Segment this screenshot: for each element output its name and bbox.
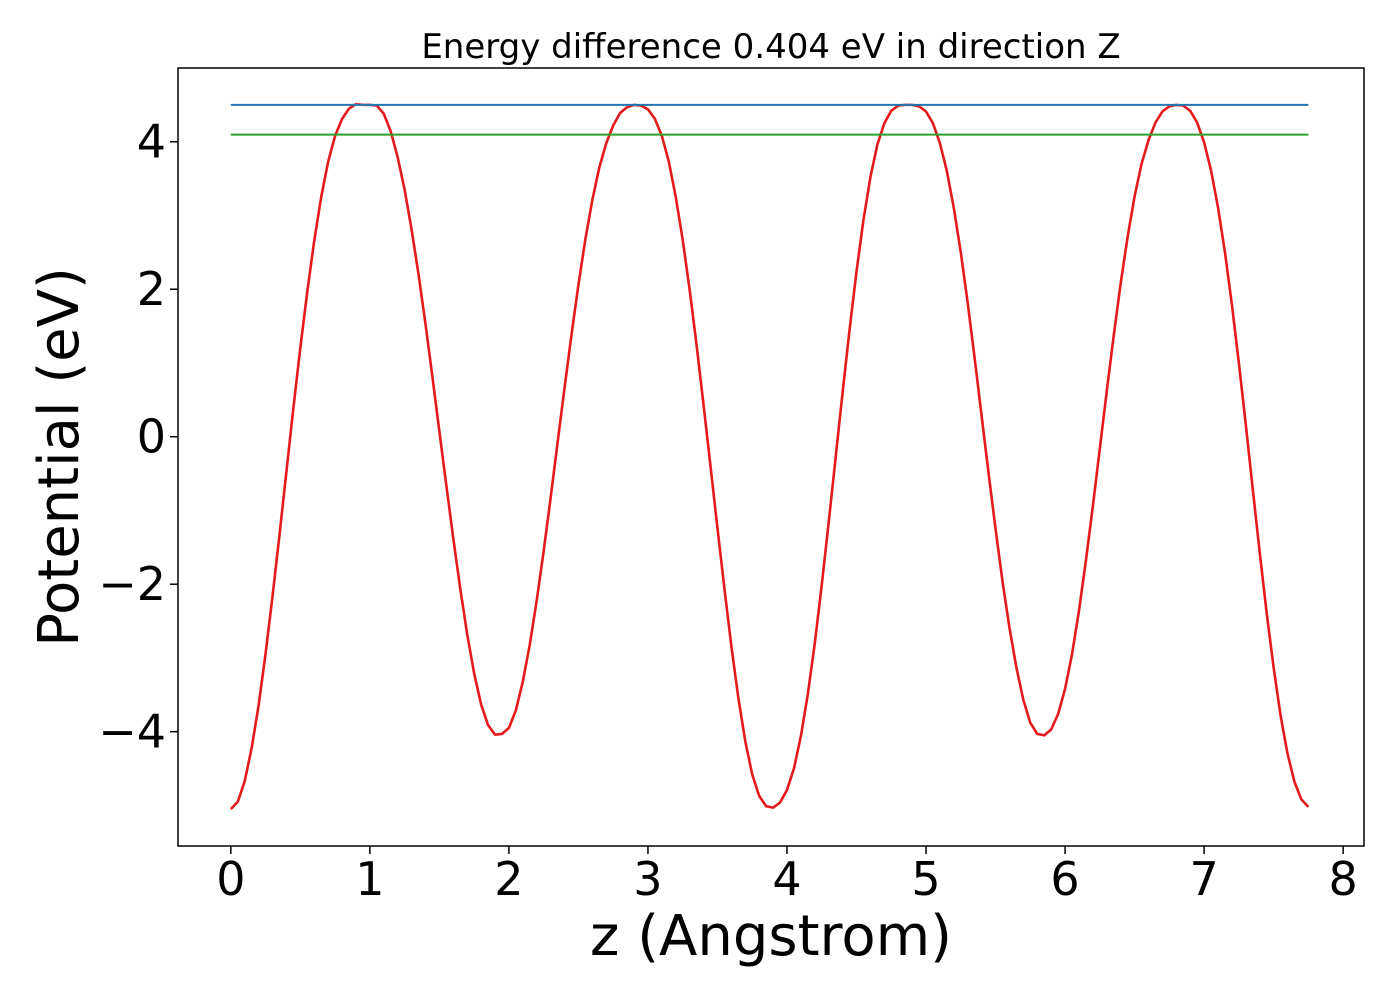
- y-tick-label: 2: [137, 262, 166, 316]
- x-tick-label: 3: [633, 852, 662, 906]
- x-tick-label: 5: [911, 852, 940, 906]
- plot-frame: [177, 67, 1365, 847]
- x-tick-label: 8: [1329, 852, 1358, 906]
- y-tick-label: −4: [98, 705, 166, 759]
- y-axis: −4 −2 0 2 4: [98, 115, 178, 759]
- x-tick-label: 6: [1050, 852, 1079, 906]
- y-tick-label: −2: [98, 557, 166, 611]
- y-tick-label: 0: [137, 410, 166, 464]
- x-tick-label: 4: [772, 852, 801, 906]
- x-axis: 0 1 2 3 4 5 6 7 8: [216, 846, 1358, 906]
- x-axis-label: z (Angstrom): [590, 904, 952, 969]
- y-tick-label: 4: [137, 115, 166, 169]
- chart-title: Energy difference 0.404 eV in direction …: [421, 27, 1120, 67]
- series-line-potential-curve: [229, 102, 1310, 811]
- x-tick-label: 0: [216, 852, 245, 906]
- y-axis-label: Potential (eV): [27, 267, 92, 647]
- x-tick-label: 7: [1189, 852, 1218, 906]
- series-layer: [229, 102, 1310, 811]
- x-tick-label: 2: [494, 852, 523, 906]
- x-tick-label: 1: [355, 852, 384, 906]
